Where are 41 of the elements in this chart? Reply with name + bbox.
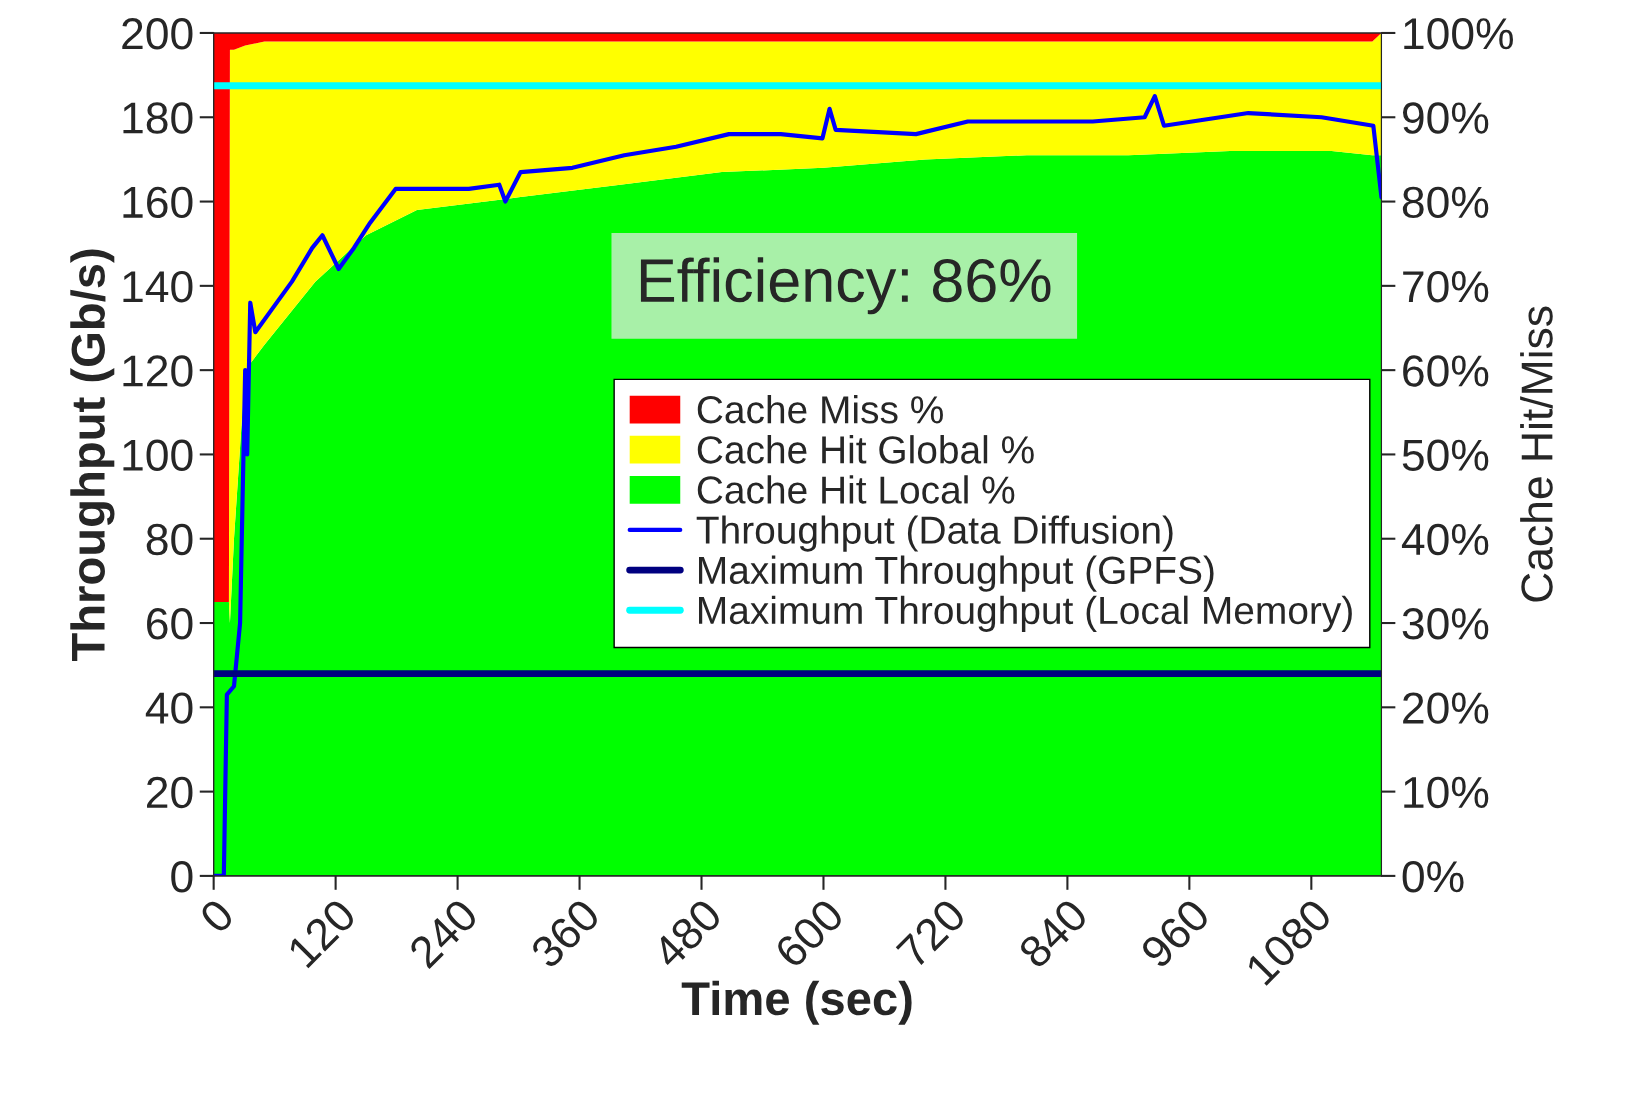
y2-tick-label: 50% [1402,439,1489,471]
legend-label: Cache Miss % [697,394,943,424]
y-tick-label: 80 [146,523,193,556]
x-tick-label: 960 [1139,897,1212,970]
y2-tick-label: 100% [1404,18,1513,50]
y2-axis-title: Cache Hit/Miss [1520,306,1553,602]
y2-tick-label: 0% [1402,860,1464,893]
y-tick-label: 60 [147,608,193,640]
y2-tick-label: 90% [1402,102,1489,134]
legend-label: Cache Hit Local % [697,475,1015,504]
y2-tick-label: 10% [1404,776,1489,809]
x-tick-label: 720 [895,897,968,970]
legend-label: Cache Hit Global % [697,435,1034,464]
x-tick-label: 480 [650,897,724,971]
legend-label: Maximum Throughput (Local Memory) [699,595,1352,632]
x-tick-label: 840 [1017,897,1090,970]
y-axis-title: Throughput (Gb/s) [70,249,115,662]
y-tick-label: 120 [123,355,193,387]
y2-tick-label: 40% [1401,523,1489,556]
y-tick-label: 140 [123,270,193,303]
x-tick-label: 240 [407,897,480,970]
y-tick-label: 40 [145,692,193,724]
annotation: Efficiency: 86% [640,257,1051,315]
x-tick-label: 360 [529,897,602,970]
x-tick-label: 600 [773,897,846,970]
legend-label: Throughput (Data Diffusion) [696,515,1173,552]
y2-tick-label: 20% [1403,692,1489,724]
y-tick-label: 20 [147,776,193,809]
x-tick-label: 120 [286,897,358,969]
y-tick-label: 100 [123,439,193,471]
y-tick-label: 0 [171,860,193,893]
x-axis-title: Time (sec) [681,980,912,1025]
y-tick-label: 200 [122,18,193,50]
y2-tick-label: 30% [1402,608,1489,640]
legend-label: Maximum Throughput (GPFS) [699,555,1214,592]
y2-tick-label: 80% [1402,186,1489,219]
y-tick-label: 160 [123,186,193,219]
y-tick-label: 180 [123,102,193,134]
y2-tick-label: 70% [1403,270,1489,303]
y2-tick-label: 60% [1403,355,1489,387]
x-tick-label: 0 [198,897,236,935]
